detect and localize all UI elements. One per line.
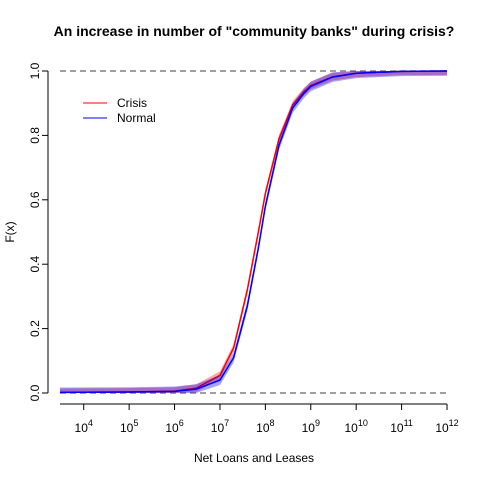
x-tick-label: 105 bbox=[120, 418, 138, 435]
x-tick-base: 10 bbox=[120, 421, 134, 435]
legend-label-normal: Normal bbox=[117, 111, 156, 125]
x-tick-base: 10 bbox=[302, 421, 316, 435]
x-tick-label: 104 bbox=[75, 418, 93, 435]
x-tick-label: 107 bbox=[211, 418, 229, 435]
x-tick-exponent: 4 bbox=[88, 418, 93, 428]
y-tick-label: 1.0 bbox=[28, 62, 42, 79]
x-tick-exponent: 7 bbox=[224, 418, 229, 428]
x-tick-label: 1012 bbox=[435, 418, 458, 435]
x-tick-base: 10 bbox=[75, 421, 89, 435]
x-tick-base: 10 bbox=[211, 421, 225, 435]
legend-label-crisis: Crisis bbox=[117, 96, 147, 110]
x-tick-label: 1011 bbox=[390, 418, 413, 435]
reference-lines bbox=[60, 70, 447, 394]
x-tick-label: 1010 bbox=[344, 418, 367, 435]
x-tick-label: 108 bbox=[256, 418, 274, 435]
y-tick-label: 0.6 bbox=[28, 191, 42, 208]
x-tick-exponent: 12 bbox=[449, 418, 459, 428]
x-tick-base: 10 bbox=[344, 421, 358, 435]
x-tick-base: 10 bbox=[390, 421, 404, 435]
y-tick-label: 0.0 bbox=[28, 384, 42, 401]
x-tick-exponent: 5 bbox=[133, 418, 138, 428]
x-tick-base: 10 bbox=[256, 421, 270, 435]
series-line-normal bbox=[59, 70, 448, 394]
y-axis-label: F(x) bbox=[3, 221, 17, 242]
series-layer bbox=[59, 70, 448, 394]
chart-title: An increase in number of "community bank… bbox=[54, 23, 455, 39]
x-tick-base: 10 bbox=[165, 421, 179, 435]
y-tick-label: 0.8 bbox=[28, 127, 42, 144]
x-tick-label: 106 bbox=[165, 418, 183, 435]
y-axis: 0.0 0.2 0.4 0.6 0.8 1.0 bbox=[28, 62, 49, 401]
y-tick-label: 0.2 bbox=[28, 320, 42, 337]
x-tick-exponent: 6 bbox=[179, 418, 184, 428]
x-tick-label: 109 bbox=[302, 418, 320, 435]
y-tick-label: 0.4 bbox=[28, 256, 42, 273]
x-tick-exponent: 8 bbox=[270, 418, 275, 428]
x-axis-label: Net Loans and Leases bbox=[194, 451, 314, 465]
x-tick-base: 10 bbox=[435, 421, 449, 435]
x-tick-exponent: 9 bbox=[315, 418, 320, 428]
x-tick-exponent: 11 bbox=[404, 418, 413, 428]
x-axis: 104 105 106 107 108 109 1010 1011 1012 bbox=[60, 403, 459, 435]
x-tick-exponent: 10 bbox=[358, 418, 368, 428]
